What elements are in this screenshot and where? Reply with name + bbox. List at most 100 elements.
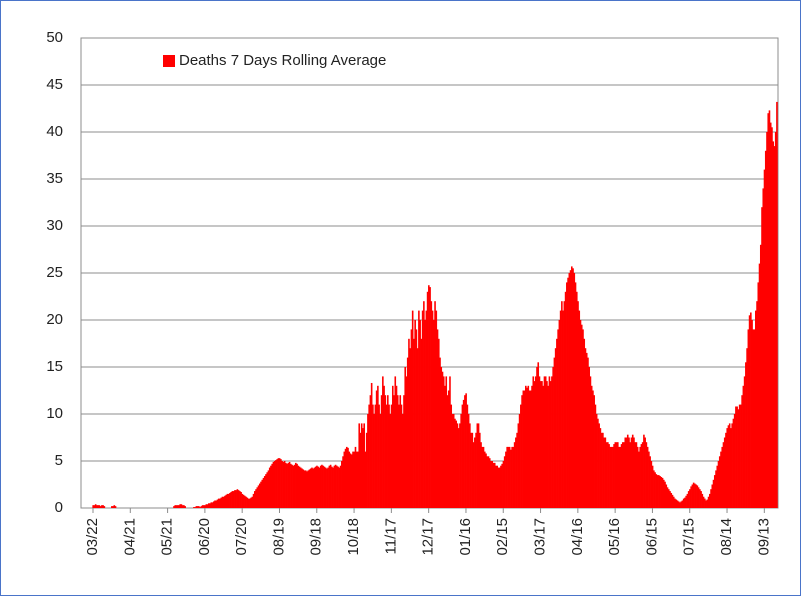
bar [195, 506, 198, 508]
bar [270, 465, 272, 508]
bar [689, 489, 691, 508]
bar [297, 465, 300, 508]
bar [776, 101, 778, 509]
bar [395, 385, 398, 508]
bar [492, 462, 495, 508]
bar [713, 475, 716, 508]
bar [404, 367, 407, 508]
bar [569, 270, 572, 508]
bar [740, 404, 742, 508]
bar [737, 409, 740, 508]
bar [451, 414, 454, 508]
bar [590, 385, 593, 508]
bar [414, 320, 416, 508]
bar [493, 462, 496, 508]
bar [450, 404, 453, 508]
bar [515, 437, 517, 508]
bar [620, 444, 623, 508]
bar [374, 404, 377, 508]
bar [193, 507, 195, 508]
bar [715, 470, 717, 508]
bar [553, 357, 556, 508]
bar [518, 414, 521, 508]
bar [93, 505, 96, 508]
bar [266, 472, 269, 508]
bar [196, 506, 199, 508]
bar [444, 385, 446, 508]
bar [587, 357, 589, 508]
bar [245, 496, 247, 508]
bar [436, 329, 439, 508]
bar [537, 362, 540, 508]
bar [372, 404, 374, 508]
bar [725, 432, 727, 508]
bar [608, 444, 610, 508]
bar [307, 470, 310, 508]
bar [633, 437, 635, 508]
bar [241, 493, 244, 508]
bar [329, 464, 332, 508]
x-tick-label: 10/18 [345, 518, 362, 556]
legend-label: Deaths 7 Days Rolling Average [179, 52, 386, 69]
bar [546, 381, 548, 508]
bar [368, 404, 370, 508]
bar [178, 505, 180, 508]
bar [559, 310, 562, 508]
bar [692, 482, 695, 508]
y-tick-label: 10 [46, 405, 63, 422]
bar [674, 498, 676, 508]
bar [769, 122, 772, 508]
bar [199, 507, 201, 508]
bar [394, 376, 397, 508]
bar [503, 456, 506, 508]
bar [771, 127, 773, 509]
bar [324, 467, 327, 508]
bar [331, 466, 333, 508]
bar [251, 496, 254, 508]
bar [341, 461, 343, 508]
bar [342, 456, 344, 508]
bar [659, 476, 661, 508]
bar [578, 310, 581, 508]
bar [405, 376, 408, 508]
bar [298, 466, 301, 508]
bar [355, 451, 358, 508]
bar [562, 310, 564, 508]
bar [497, 467, 500, 508]
bar [738, 404, 741, 508]
bar [753, 329, 756, 508]
bar [580, 324, 583, 508]
bar [751, 320, 753, 508]
bar [572, 268, 574, 508]
bar [461, 404, 464, 508]
bar [434, 301, 436, 508]
bar [705, 500, 707, 508]
bar [690, 486, 692, 508]
bar [247, 498, 250, 508]
bar [318, 467, 321, 508]
x-tick-label: 04/16 [569, 518, 586, 556]
y-tick-label: 5 [55, 452, 63, 469]
bar [268, 467, 271, 508]
bar [332, 467, 334, 508]
bar [410, 329, 413, 508]
bar [466, 404, 469, 508]
bar [525, 385, 527, 508]
bar [210, 502, 213, 508]
bar [759, 244, 762, 509]
bar [767, 113, 770, 508]
bar [352, 451, 354, 508]
bar [520, 404, 522, 508]
bar [348, 451, 351, 508]
bar [221, 496, 224, 508]
bar [211, 502, 214, 508]
bar [457, 428, 460, 508]
bar [721, 446, 724, 508]
bar [645, 442, 648, 508]
bar [625, 437, 628, 508]
bar [222, 496, 225, 508]
bar [542, 385, 545, 508]
bar [472, 442, 475, 508]
bar [441, 371, 444, 508]
bar [558, 320, 561, 508]
